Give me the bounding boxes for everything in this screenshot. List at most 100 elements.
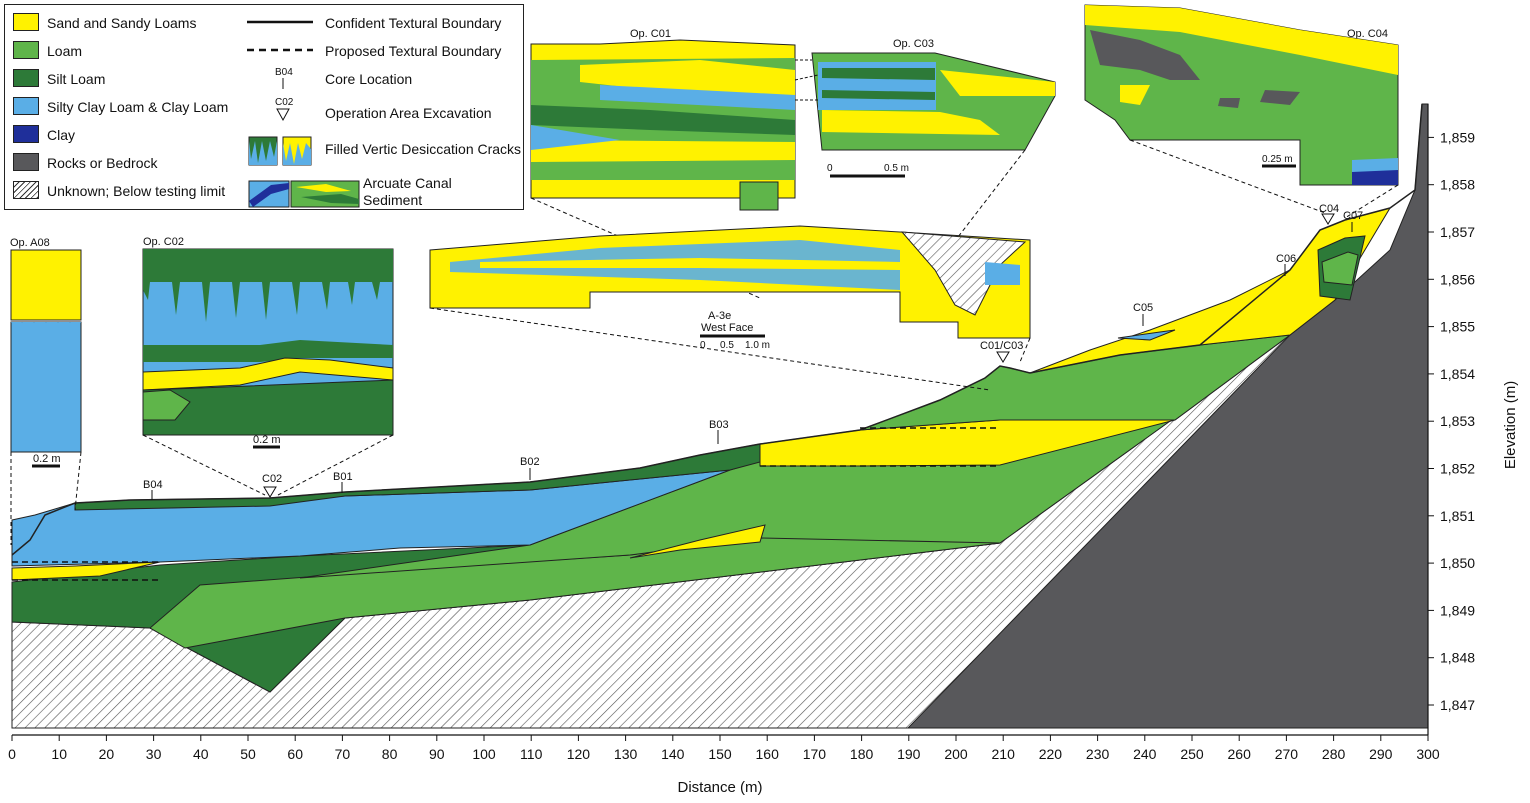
legend-loam-label: Loam <box>47 43 83 59</box>
sand-mid-lens <box>629 524 766 559</box>
inset-c01-title: Op. C01 <box>630 28 671 40</box>
x-tick-label: 220 <box>1039 746 1063 762</box>
y-tick-label: 1,856 <box>1440 271 1475 287</box>
x-tick-label: 60 <box>287 746 303 762</box>
x-tick-label: 180 <box>850 746 874 762</box>
x-tick-label: 230 <box>1086 746 1110 762</box>
y-tick-label: 1,852 <box>1440 461 1475 477</box>
x-tick-label: 140 <box>661 746 685 762</box>
inset-c02-scale: 0.2 m <box>253 434 281 446</box>
legend-swatch-loam <box>13 41 39 59</box>
y-tick-label: 1,857 <box>1440 224 1475 240</box>
y-tick-label: 1,854 <box>1440 366 1475 382</box>
inset-a08-scale: 0.2 m <box>33 453 61 465</box>
x-tick-label: 150 <box>708 746 732 762</box>
legend-swatch-sand <box>13 13 39 31</box>
label-c07: C07 <box>1343 210 1363 222</box>
y-tick-label: 1,849 <box>1440 602 1475 618</box>
inset-c04: Op. C04 0.25 m <box>1084 4 1399 219</box>
inset-a3e-title: A-3e <box>708 310 731 322</box>
x-tick-label: 70 <box>335 746 351 762</box>
legend-unknown-label: Unknown; Below testing limit <box>47 183 226 199</box>
x-tick-label: 120 <box>567 746 591 762</box>
legend-swatch-rock <box>13 153 39 171</box>
legend-silt-loam-label: Silt Loam <box>47 71 106 87</box>
y-axis: 1,847 1,848 1,849 1,850 1,851 1,852 1,853 1,854… <box>1427 104 1519 735</box>
x-tick-label: 290 <box>1369 746 1393 762</box>
legend-swatch-unknown <box>13 181 39 199</box>
c07-loam-inner <box>1321 251 1359 286</box>
x-axis-label: Distance (m) <box>677 779 762 796</box>
inset-c03-title: Op. C03 <box>893 38 934 50</box>
legend-swatch-clay <box>13 125 39 143</box>
label-c02: C02 <box>262 473 282 485</box>
x-tick-label: 300 <box>1416 746 1440 762</box>
y-tick-label: 1,847 <box>1440 697 1475 713</box>
inset-c04-scale: 0.25 m <box>1262 154 1293 165</box>
label-b01: B01 <box>333 471 353 483</box>
inset-a3e: A-3e West Face 0 0.5 1.0 m <box>429 225 1031 391</box>
inset-c04-title: Op. C04 <box>1347 28 1388 40</box>
main-profile <box>11 103 1429 729</box>
x-tick-label: 270 <box>1275 746 1299 762</box>
legend-op-symbol: C02 <box>275 97 294 108</box>
legend-rock-label: Rocks or Bedrock <box>47 155 158 171</box>
x-tick-label: 250 <box>1180 746 1204 762</box>
legend-core-label: Core Location <box>325 71 413 87</box>
legend-cracks-swatch <box>248 136 312 166</box>
legend-silty-clay-label: Silty Clay Loam & Clay Loam <box>47 99 229 115</box>
inset-a3e-s2: 1.0 m <box>745 340 770 351</box>
ground-surface <box>11 103 1423 556</box>
label-b04: B04 <box>143 479 163 491</box>
x-tick-label: 90 <box>429 746 445 762</box>
x-tick-label: 170 <box>803 746 827 762</box>
x-tick-label: 50 <box>240 746 256 762</box>
inset-a3e-face: West Face <box>701 322 753 334</box>
x-tick-label: 40 <box>193 746 209 762</box>
inset-c01: Op. C01 <box>530 28 796 299</box>
x-tick-label: 10 <box>51 746 67 762</box>
x-tick-label: 200 <box>944 746 968 762</box>
y-tick-label: 1,855 <box>1440 319 1475 335</box>
legend-canal-swatch <box>248 180 360 208</box>
legend-canal-label-1: Arcuate Canal <box>363 175 452 191</box>
legend-op-triangle <box>276 108 290 122</box>
x-tick-label: 160 <box>756 746 780 762</box>
inset-c02-title: Op. C02 <box>143 236 184 248</box>
y-axis-label: Elevation (m) <box>1502 381 1519 469</box>
x-tick-label: 280 <box>1322 746 1346 762</box>
x-tick-label: 210 <box>992 746 1016 762</box>
x-tick-label: 110 <box>520 746 543 762</box>
label-c04: C04 <box>1319 203 1339 215</box>
y-ticks: 1,847 1,848 1,849 1,850 1,851 1,852 1,853 1,854… <box>1428 129 1475 713</box>
x-tick-label: 260 <box>1228 746 1252 762</box>
inset-a3e-s1: 0.5 <box>720 340 734 351</box>
profile-markers: B04 C02 B01 B02 B03 C01/C03 C05 C06 C04 … <box>143 203 1363 500</box>
x-tick-label: 100 <box>472 746 496 762</box>
x-axis: 0 10 20 30 40 50 60 70 80 90 100 110 120 130 140 150 160… <box>8 734 1440 796</box>
legend-confident-label: Confident Textural Boundary <box>325 15 502 31</box>
label-c05: C05 <box>1133 302 1153 314</box>
inset-c03: Op. C03 0 0.5 m <box>794 38 1056 238</box>
y-tick-label: 1,848 <box>1440 650 1475 666</box>
inset-a3e-s0: 0 <box>700 340 706 351</box>
inset-c03-scale-0: 0 <box>827 163 833 174</box>
x-tick-label: 30 <box>146 746 162 762</box>
legend-core-symbol: B04 <box>275 67 293 78</box>
x-tick-label: 80 <box>382 746 398 762</box>
x-tick-label: 130 <box>614 746 638 762</box>
inset-a08: Op. A08 0.2 m <box>10 237 82 545</box>
x-tick-label: 190 <box>897 746 921 762</box>
y-tick-label: 1,858 <box>1440 177 1475 193</box>
legend-cracks-label: Filled Vertic Desiccation Cracks <box>325 141 522 157</box>
label-c06: C06 <box>1276 253 1296 265</box>
inset-a08-title: Op. A08 <box>10 237 50 249</box>
y-tick-label: 1,851 <box>1440 508 1475 524</box>
y-tick-label: 1,850 <box>1440 555 1475 571</box>
legend-swatch-silty-clay <box>13 97 39 115</box>
legend-clay-label: Clay <box>47 127 76 143</box>
legend: Sand and Sandy Loams Loam Silt Loam Silt… <box>4 4 524 210</box>
y-tick-label: 1,853 <box>1440 413 1475 429</box>
